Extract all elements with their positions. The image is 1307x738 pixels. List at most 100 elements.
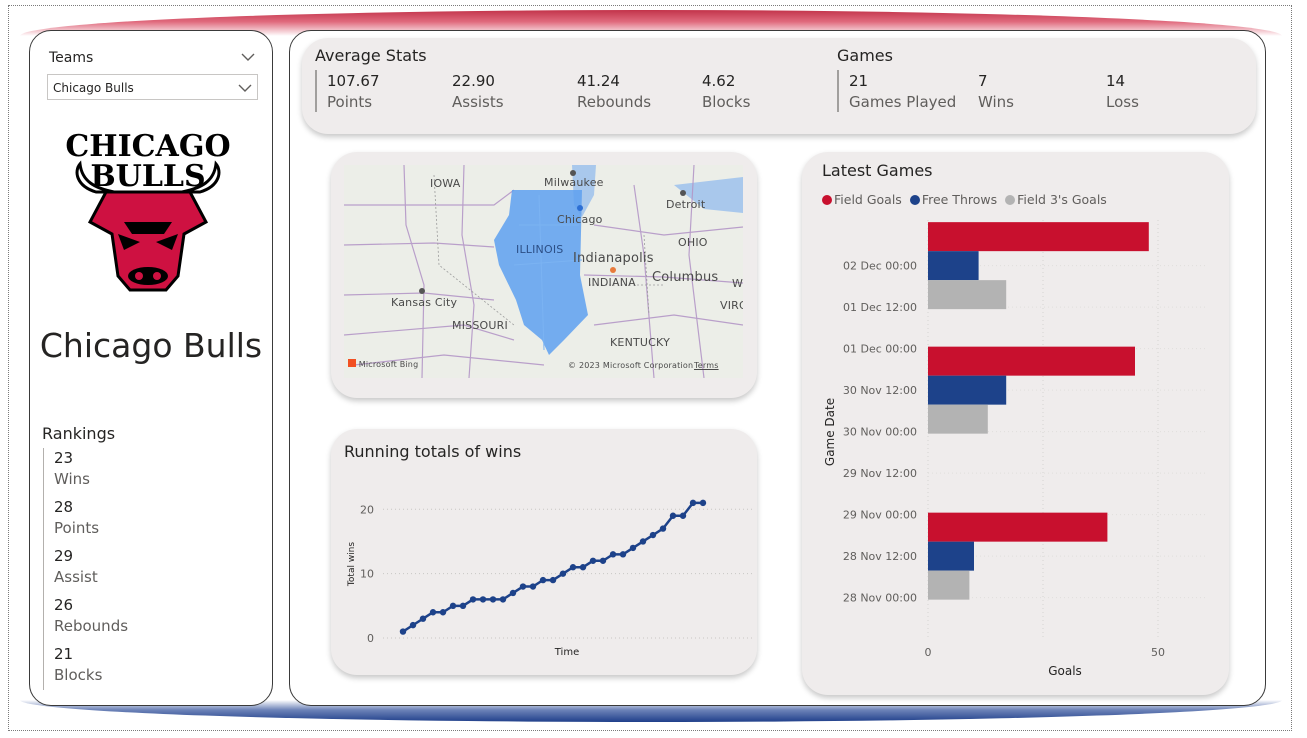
category-label: 30 Nov 12:00	[843, 384, 917, 397]
data-point[interactable]	[689, 499, 697, 507]
data-point[interactable]	[469, 596, 477, 603]
team-name: Chicago Bulls	[39, 326, 263, 365]
category-label: 29 Nov 12:00	[843, 467, 917, 480]
line-chart[interactable]: 0 10 20 Total wins Time	[331, 470, 757, 670]
data-point[interactable]	[589, 557, 597, 564]
legend-item[interactable]: Field Goals	[822, 192, 902, 207]
x-axis-title: Time	[554, 647, 579, 658]
map-label: KENTUCKY	[610, 336, 670, 349]
bar[interactable]	[928, 251, 979, 281]
map-label: ILLINOIS	[516, 243, 564, 256]
data-point[interactable]	[439, 609, 447, 616]
bar[interactable]	[928, 404, 988, 434]
stat-label: Rebounds	[577, 93, 652, 111]
stat-points: 107.67 Points	[327, 71, 380, 113]
data-point[interactable]	[549, 576, 557, 584]
bar[interactable]	[928, 570, 970, 600]
legend-item[interactable]: Free Throws	[909, 192, 997, 207]
series-line	[402, 501, 703, 633]
data-point[interactable]	[639, 538, 647, 545]
data-point[interactable]	[609, 551, 617, 558]
data-point[interactable]	[419, 615, 427, 622]
ranking-value: 21	[54, 645, 74, 663]
data-point[interactable]	[499, 596, 507, 603]
bar[interactable]	[928, 280, 1007, 310]
bar-chart[interactable]: 02 Dec 00:00 01 Dec 12:00 01 Dec 00:00 30 N…	[802, 210, 1229, 685]
legend-label: Field 3's Goals	[1017, 192, 1107, 207]
dropdown-arrow-icon[interactable]	[238, 82, 252, 94]
category-label: 28 Nov 12:00	[843, 550, 917, 563]
bar-chart-title: Latest Games	[822, 161, 933, 180]
logo-text-bottom: BULLS	[90, 159, 205, 194]
bar-chart-legend: Field Goals Free Throws Field 3's Goals	[822, 192, 1111, 207]
data-point[interactable]	[479, 596, 487, 603]
data-point[interactable]	[669, 512, 677, 519]
team-panel	[29, 30, 273, 706]
rankings-title: Rankings	[42, 424, 116, 443]
data-point[interactable]	[649, 531, 657, 539]
stats-divider	[315, 70, 317, 112]
map-visual[interactable]: IOWA Milwaukee Detroit Chicago ILLINOIS …	[344, 165, 743, 378]
map-label: Kansas City	[391, 296, 458, 309]
map-label: VIRG	[720, 299, 743, 312]
bar[interactable]	[928, 541, 974, 571]
ranking-label: Points	[54, 519, 100, 537]
chevron-down-icon[interactable]	[241, 51, 255, 63]
category-label: 01 Dec 00:00	[843, 343, 917, 356]
logo-text-top: CHICAGO	[66, 129, 230, 164]
bar[interactable]	[928, 222, 1149, 252]
data-point[interactable]	[579, 564, 587, 571]
stat-label: Loss	[1106, 93, 1139, 111]
data-point[interactable]	[409, 621, 417, 629]
data-point[interactable]	[489, 596, 497, 603]
y-tick-label: 20	[360, 503, 374, 516]
data-point[interactable]	[569, 564, 577, 571]
games-played: 21 Games Played	[849, 71, 956, 113]
legend-dot	[822, 194, 832, 205]
stat-label: Wins	[978, 93, 1014, 111]
ranking-label: Wins	[54, 470, 90, 488]
bar[interactable]	[928, 375, 1007, 405]
stats-card	[302, 38, 1256, 134]
y-tick-label: 0	[367, 632, 374, 645]
stat-value: 21	[849, 72, 869, 90]
legend-label: Field Goals	[834, 192, 902, 207]
ranking-value: 28	[54, 498, 74, 516]
data-point[interactable]	[429, 609, 437, 616]
data-point[interactable]	[599, 557, 607, 564]
data-point[interactable]	[699, 499, 707, 507]
data-point[interactable]	[519, 583, 527, 590]
stat-label: Assists	[452, 93, 504, 111]
data-point[interactable]	[399, 628, 407, 635]
ranking-value: 23	[54, 449, 74, 467]
team-dropdown[interactable]: Chicago Bulls	[47, 74, 258, 100]
map-label: Detroit	[666, 198, 706, 211]
category-label: 30 Nov 00:00	[843, 426, 917, 439]
bar[interactable]	[928, 346, 1135, 376]
stat-assists: 22.90 Assists	[452, 71, 504, 113]
stat-value: 107.67	[327, 72, 380, 90]
category-label: 28 Nov 00:00	[843, 592, 917, 605]
data-point[interactable]	[619, 551, 627, 558]
stat-value: 41.24	[577, 72, 620, 90]
bar[interactable]	[928, 512, 1108, 542]
data-point[interactable]	[459, 602, 467, 610]
stat-label: Games Played	[849, 93, 957, 111]
data-point[interactable]	[559, 570, 567, 577]
data-point[interactable]	[529, 583, 537, 590]
data-point[interactable]	[449, 602, 457, 610]
legend-item[interactable]: Field 3's Goals	[1005, 192, 1107, 207]
data-point[interactable]	[509, 589, 517, 597]
rankings-list: 23 Wins 28 Points 29 Assist 26 Rebounds …	[43, 448, 243, 690]
y-axis-title: Game Date	[823, 398, 837, 466]
data-point[interactable]	[539, 576, 547, 584]
data-point[interactable]	[629, 544, 637, 552]
stat-blocks: 4.62 Blocks	[702, 71, 750, 113]
x-tick-label: 50	[1151, 646, 1165, 659]
map-terms-link[interactable]: Terms	[694, 361, 719, 370]
data-point[interactable]	[679, 512, 687, 519]
stat-rebounds: 41.24 Rebounds	[577, 71, 651, 113]
ranking-label: Assist	[54, 568, 98, 586]
y-tick-label: 10	[360, 568, 374, 581]
data-point[interactable]	[659, 525, 667, 532]
